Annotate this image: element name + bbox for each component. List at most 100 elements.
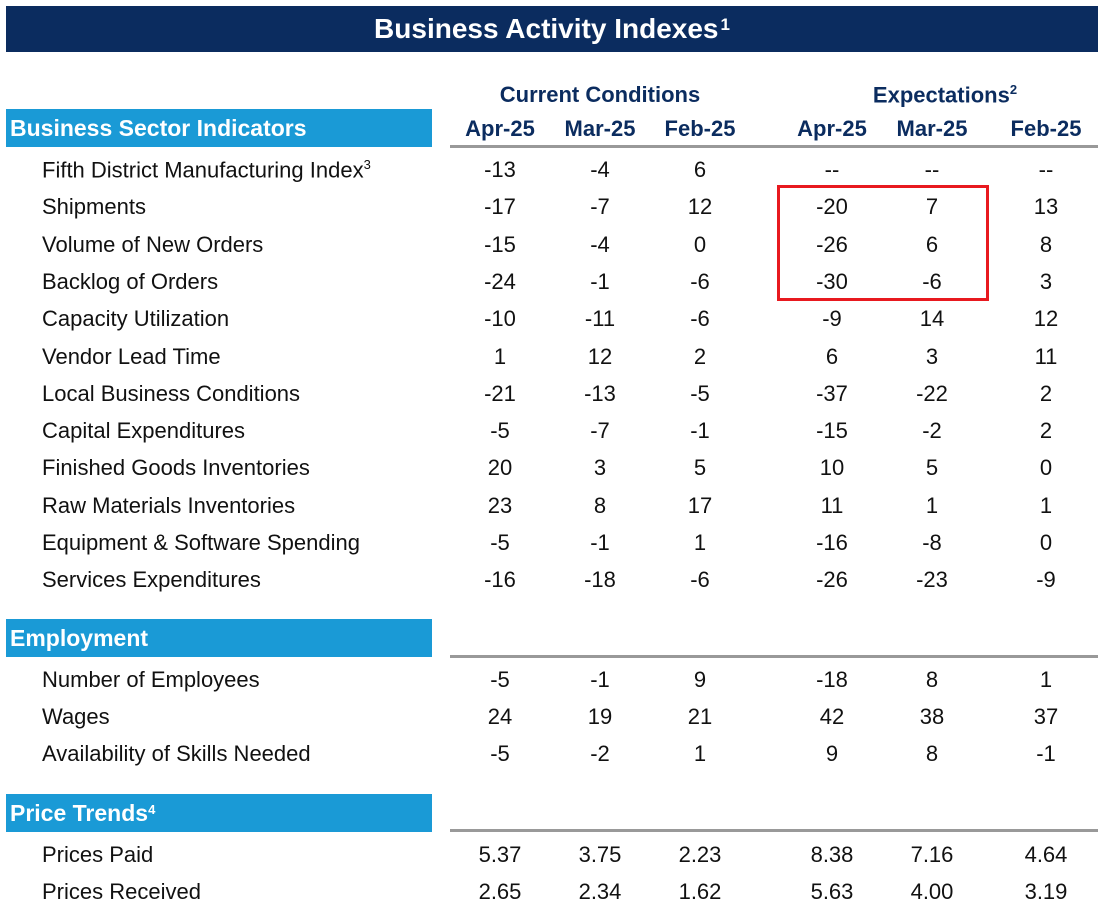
business-row-label-text: Capital Expenditures [42,418,246,444]
expectations-label: Expectations [872,82,1010,108]
business-row-label: Capital Expenditures [42,418,245,444]
business-row-footnote: 3 [363,157,371,172]
price-value-cell: 7.16 [910,842,954,867]
business-row-label-text: Backlog of Orders [42,268,219,294]
business-value-cell: 1 [493,343,507,369]
business-value-cell: 1 [1039,492,1053,518]
business-row-label: Fifth District Manufacturing Index3 [42,157,371,183]
price-value-cell: 4.00 [910,879,954,904]
business-value-cell: -21 [484,380,516,406]
business-value-cell: 11 [1034,343,1058,369]
business-value-cell: -15 [484,231,516,257]
business-value-cell: -4 [590,157,610,182]
business-value-cell: -1 [590,530,610,555]
price-row: Prices Paid 5.37 3.75 2.23 8.38 7.16 4.64 [0,842,1100,878]
business-value-cell: -22 [916,380,948,406]
title-footnote: 1 [720,15,730,34]
employment-value-cell: 9 [693,667,707,692]
divider-business [450,145,1098,148]
business-value-cell: 2 [1039,380,1053,406]
business-row: Capital Expenditures -5 -7 -1 -15 -2 2 [0,418,1100,454]
employment-row-label-text: Number of Employees [42,667,260,692]
business-value-cell: 11 [820,492,844,518]
business-row-label-text: Shipments [42,194,146,220]
employment-row: Number of Employees -5 -1 9 -18 8 1 [0,667,1100,703]
business-value-cell: -24 [484,268,516,294]
business-row-label-text: Equipment & Software Spending [42,530,360,555]
business-value-cell: 5 [693,455,707,481]
business-value-cell: 1 [925,492,939,518]
price-value-cell: 1.62 [678,879,722,904]
business-value-cell: 10 [819,455,845,481]
title-text: Business Activity Indexes [374,13,719,44]
section-employment-title: Employment [10,624,149,651]
business-row: Fifth District Manufacturing Index3 -13 -4… [0,157,1100,193]
employment-value-cell: -5 [490,667,510,692]
business-row-label-text: Local Business Conditions [42,380,301,406]
employment-value-cell: 19 [587,704,613,729]
business-value-cell: -- [924,157,940,182]
business-value-cell: 13 [1033,194,1059,220]
section-business-sector: Business Sector Indicators [6,109,432,147]
highlight-box [777,185,989,301]
business-value-cell: -7 [590,418,610,444]
employment-value-cell: -2 [590,741,610,766]
col-header-exp-apr: Apr-25 [797,116,867,141]
divider-prices [450,829,1098,832]
price-value-cell: 5.37 [478,842,522,867]
business-value-cell: 20 [487,455,513,481]
current-conditions-header: Current Conditions [470,82,730,108]
business-value-cell: 8 [1039,231,1053,257]
employment-row-label: Wages [42,704,110,730]
business-row-label: Vendor Lead Time [42,344,221,370]
business-value-cell: 6 [825,343,839,369]
business-value-cell: -2 [922,418,942,444]
business-row: Capacity Utilization -10 -11 -6 -9 14 12 [0,306,1100,342]
business-value-cell: -6 [690,567,710,593]
section-employment: Employment [6,619,432,657]
employment-value-cell: -1 [590,667,610,692]
business-row-label-text: Vendor Lead Time [42,343,221,369]
current-conditions-label: Current Conditions [499,82,701,107]
business-value-cell: 23 [487,492,513,518]
price-row-label: Prices Paid [42,842,153,868]
employment-value-cell: -18 [816,667,848,692]
business-row-label: Services Expenditures [42,567,261,593]
business-value-cell: 6 [693,157,707,182]
business-value-cell: -6 [922,268,942,294]
business-value-cell: -37 [816,380,848,406]
business-value-cell: -16 [816,530,848,555]
business-value-cell: -13 [584,380,616,406]
business-value-cell: -23 [916,567,948,593]
business-value-cell: 3 [593,455,607,481]
business-value-cell: -18 [584,567,616,593]
business-row-label-text: Volume of New Orders [42,231,264,257]
business-row-label: Finished Goods Inventories [42,455,310,481]
business-row-label: Shipments [42,194,146,220]
business-value-cell: -7 [590,194,610,220]
business-value-cell: 12 [1033,306,1059,332]
price-value-cell: 8.38 [810,842,854,867]
business-value-cell: -15 [816,418,848,444]
business-row-label: Equipment & Software Spending [42,530,360,556]
price-value-cell: 2.23 [678,842,722,867]
col-header-current-apr: Apr-25 [465,116,535,141]
business-value-cell: 0 [1039,455,1053,481]
business-value-cell: 1 [693,530,707,555]
business-value-cell: -9 [1036,567,1056,593]
price-row-label-text: Prices Paid [42,842,154,867]
price-row: Prices Received 2.65 2.34 1.62 5.63 4.00 3.19 [0,879,1100,915]
business-value-cell: -9 [822,306,842,332]
employment-value-cell: 42 [819,704,845,729]
employment-value-cell: 9 [825,741,839,766]
business-value-cell: -30 [816,268,848,294]
price-value-cell: 2.65 [478,879,522,904]
business-row: Finished Goods Inventories 20 3 5 10 5 0 [0,455,1100,491]
price-row-label-text: Prices Received [42,879,201,904]
business-value-cell: -8 [922,530,942,555]
business-row: Services Expenditures -16 -18 -6 -26 -23 -9 [0,567,1100,603]
section-price-trends: Price Trends 4 [6,794,432,832]
employment-value-cell: 38 [919,704,945,729]
business-row-label: Local Business Conditions [42,381,300,407]
business-row: Local Business Conditions -21 -13 -5 -37 -22 2 [0,381,1100,417]
